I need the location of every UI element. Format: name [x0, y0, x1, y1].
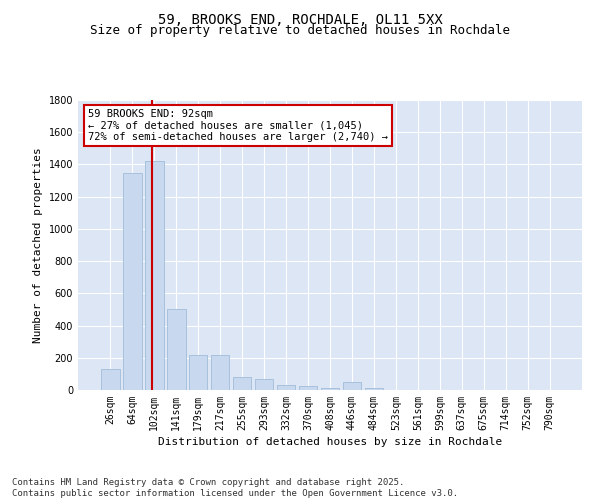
- Y-axis label: Number of detached properties: Number of detached properties: [33, 147, 43, 343]
- Bar: [343, 382, 361, 390]
- Bar: [255, 378, 274, 390]
- Bar: [233, 377, 251, 390]
- Bar: [320, 388, 340, 390]
- Bar: [101, 369, 119, 390]
- Text: Size of property relative to detached houses in Rochdale: Size of property relative to detached ho…: [90, 24, 510, 37]
- Bar: [365, 388, 383, 390]
- Bar: [145, 161, 164, 390]
- Text: 59, BROOKS END, ROCHDALE, OL11 5XX: 59, BROOKS END, ROCHDALE, OL11 5XX: [158, 12, 442, 26]
- Bar: [167, 310, 185, 390]
- Bar: [299, 386, 317, 390]
- Text: Contains HM Land Registry data © Crown copyright and database right 2025.
Contai: Contains HM Land Registry data © Crown c…: [12, 478, 458, 498]
- X-axis label: Distribution of detached houses by size in Rochdale: Distribution of detached houses by size …: [158, 437, 502, 447]
- Bar: [123, 172, 142, 390]
- Bar: [211, 354, 229, 390]
- Text: 59 BROOKS END: 92sqm
← 27% of detached houses are smaller (1,045)
72% of semi-de: 59 BROOKS END: 92sqm ← 27% of detached h…: [88, 108, 388, 142]
- Bar: [277, 385, 295, 390]
- Bar: [189, 354, 208, 390]
